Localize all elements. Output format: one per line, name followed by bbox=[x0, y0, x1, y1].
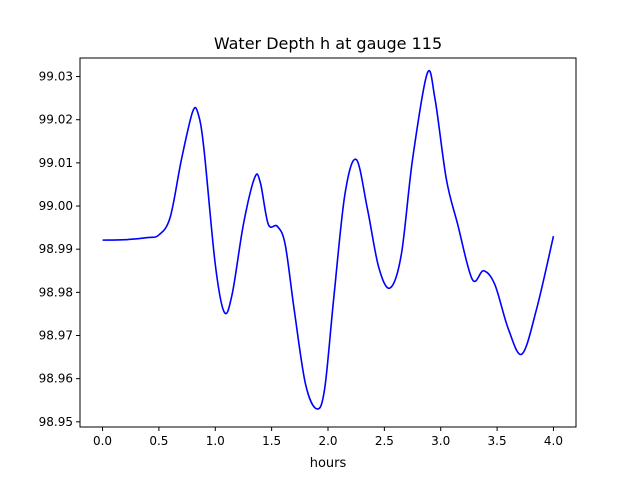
x-tick-label: 3.5 bbox=[488, 434, 507, 448]
y-tick-label: 99.03 bbox=[39, 70, 73, 84]
chart-title: Water Depth h at gauge 115 bbox=[214, 34, 442, 53]
y-tick-label: 98.98 bbox=[39, 285, 73, 299]
x-tick-label: 1.0 bbox=[206, 434, 225, 448]
y-tick-label: 99.00 bbox=[39, 199, 73, 213]
x-tick-label: 4.0 bbox=[544, 434, 563, 448]
y-tick-label: 98.99 bbox=[39, 242, 73, 256]
series-line-h bbox=[102, 70, 555, 410]
x-tick-label: 2.0 bbox=[318, 434, 337, 448]
x-tick-label: 3.0 bbox=[431, 434, 450, 448]
x-tick-label: 0.5 bbox=[149, 434, 168, 448]
y-tick-label: 98.96 bbox=[39, 372, 73, 386]
x-tick-label: 2.5 bbox=[375, 434, 394, 448]
y-tick-label: 99.02 bbox=[39, 113, 73, 127]
x-tick-label: 1.5 bbox=[262, 434, 281, 448]
y-tick-label: 99.01 bbox=[39, 156, 73, 170]
y-tick-label: 98.95 bbox=[39, 415, 73, 429]
y-tick-label: 98.97 bbox=[39, 329, 73, 343]
x-tick-label: 0.0 bbox=[93, 434, 112, 448]
axes-frame bbox=[79, 57, 577, 428]
x-axis-label: hours bbox=[310, 456, 347, 471]
